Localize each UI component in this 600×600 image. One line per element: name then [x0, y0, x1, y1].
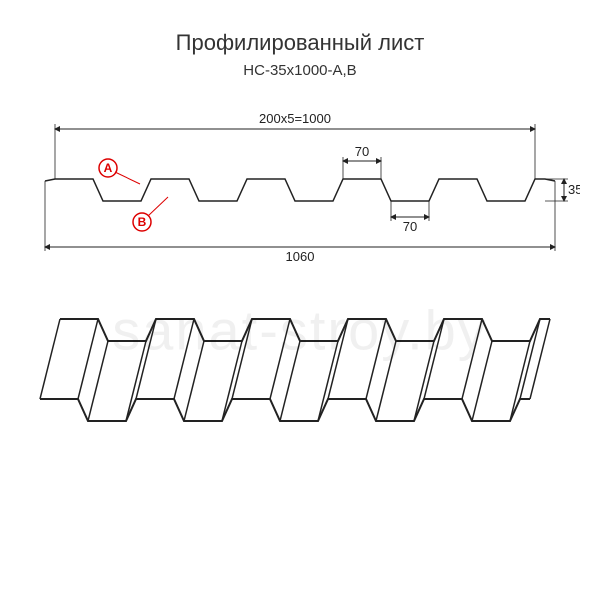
svg-text:A: A [104, 161, 113, 175]
svg-text:B: B [138, 215, 147, 229]
dim-trough-width: 70 [403, 219, 417, 234]
marker-a: A [99, 159, 140, 184]
profile-path [45, 179, 555, 201]
dim-top-span: 200x5=1000 [259, 111, 331, 126]
profile-cross-section: 200x5=1000 70 70 35 1060 A B [20, 79, 580, 279]
dim-overall-width: 1060 [286, 249, 315, 264]
marker-b: B [133, 197, 168, 231]
dim-crest-width: 70 [355, 144, 369, 159]
page-title: Профилированный лист [0, 30, 600, 56]
profile-3d-view [20, 279, 580, 449]
dim-height: 35 [568, 182, 580, 197]
page-subtitle: НС-35х1000-А,В [0, 62, 600, 79]
title-block: Профилированный лист НС-35х1000-А,В [0, 30, 600, 79]
